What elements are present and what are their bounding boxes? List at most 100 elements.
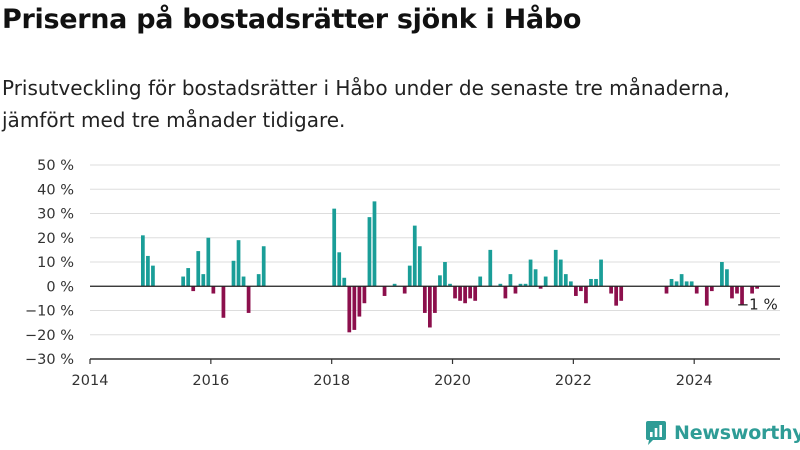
y-tick-label: 0 % — [46, 279, 74, 295]
bar — [579, 286, 583, 292]
bar — [553, 249, 558, 287]
bar — [337, 252, 342, 287]
bar — [372, 201, 377, 287]
bar — [458, 286, 462, 301]
bar — [609, 286, 613, 294]
bar — [357, 286, 362, 317]
bar — [422, 286, 427, 313]
bar — [342, 277, 347, 287]
bar — [236, 240, 241, 287]
chart-subtitle: Prisutveckling för bostadsrätter i Håbo … — [2, 76, 730, 132]
bars — [141, 201, 760, 333]
bar — [704, 286, 709, 306]
bar — [468, 286, 473, 299]
bar — [543, 276, 548, 287]
bar — [201, 274, 206, 287]
x-tick-label: 2018 — [313, 373, 350, 389]
bar — [256, 274, 261, 287]
x-tick-label: 2020 — [434, 373, 471, 389]
bar — [684, 281, 689, 287]
y-tick-label: 40 % — [37, 182, 74, 198]
y-tick-label: 10 % — [37, 255, 74, 271]
bar — [614, 286, 619, 306]
bar — [589, 278, 593, 287]
x-tick-label: 2014 — [72, 373, 109, 389]
bar — [750, 286, 754, 294]
bar — [679, 274, 684, 287]
bar — [498, 283, 503, 287]
brand: Newsworthy — [645, 420, 800, 446]
y-tick-label: −20 % — [25, 328, 74, 344]
bar — [246, 286, 251, 313]
grid-lines — [90, 164, 780, 336]
bar — [523, 283, 528, 287]
bar — [347, 286, 352, 333]
bar — [196, 251, 201, 287]
bar — [518, 283, 523, 287]
bar — [725, 269, 729, 287]
x-axis-ticks: 2014 2016 2018 2020 2022 2024 — [72, 359, 713, 389]
bar — [382, 286, 387, 296]
bar — [473, 286, 478, 301]
bar — [619, 286, 624, 301]
x-tick-label: 2024 — [676, 373, 713, 389]
bar — [433, 286, 437, 313]
last-value-label: −1 % — [737, 296, 778, 314]
bar — [206, 237, 211, 287]
bar — [186, 268, 191, 287]
bar — [146, 255, 150, 287]
bar — [740, 286, 744, 305]
newsworthy-logo-icon — [646, 421, 666, 445]
bar — [141, 235, 145, 287]
bar — [538, 286, 543, 289]
bar — [558, 259, 563, 287]
bar — [453, 286, 457, 299]
bar — [438, 275, 442, 287]
bar — [412, 225, 417, 287]
y-tick-label: 50 % — [37, 158, 74, 174]
y-tick-label: 30 % — [37, 207, 74, 223]
bar — [694, 286, 699, 294]
bar — [402, 286, 407, 294]
bar — [367, 217, 372, 287]
x-tick-label: 2016 — [192, 373, 229, 389]
bar — [730, 286, 734, 299]
bar — [594, 278, 598, 287]
bar — [584, 286, 588, 304]
bar — [407, 265, 412, 287]
bar — [599, 259, 603, 287]
bar — [720, 262, 724, 287]
y-tick-label: 20 % — [37, 231, 74, 247]
y-tick-label: −10 % — [25, 304, 74, 320]
bar — [261, 246, 266, 287]
bar — [191, 286, 196, 292]
bar — [674, 281, 679, 287]
bar — [709, 286, 714, 292]
x-tick-label: 2022 — [555, 373, 592, 389]
bar — [503, 286, 508, 299]
bar — [181, 276, 186, 287]
chart-title: Priserna på bostadsrätter sjönk i Håbo — [2, 4, 582, 35]
bar — [392, 283, 397, 287]
bar — [755, 286, 760, 289]
bar — [241, 276, 246, 287]
bar — [689, 281, 694, 287]
bar — [669, 278, 674, 287]
bar — [221, 286, 226, 318]
bar — [352, 286, 357, 330]
bar — [735, 286, 739, 294]
bar — [513, 286, 518, 294]
bar — [443, 262, 447, 287]
bar — [563, 274, 568, 287]
bar — [488, 249, 493, 287]
bar — [508, 274, 513, 287]
bar — [151, 265, 155, 287]
brand-name: Newsworthy — [674, 422, 800, 444]
bar — [528, 259, 533, 287]
bar — [574, 286, 578, 296]
bar — [211, 286, 216, 294]
y-axis-ticks: 50 % 40 % 30 % 20 % 10 % 0 % −10 % −20 % −30 % — [25, 158, 74, 368]
bar — [332, 208, 337, 287]
bar — [362, 286, 367, 304]
